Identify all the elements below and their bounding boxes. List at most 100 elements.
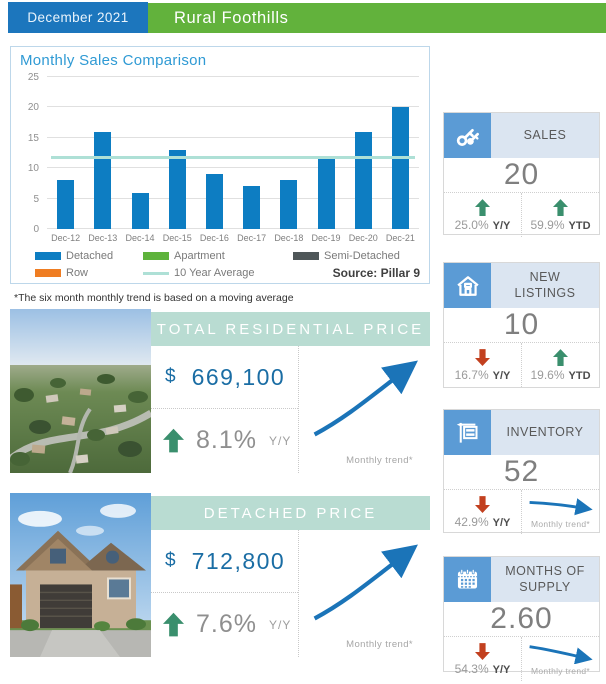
yoy-change-value: 8.1% [196, 426, 257, 454]
sales-card: SALES 20 25.0% Y/Y 59.9% YTD [443, 112, 600, 237]
y-tick-label: 10 [27, 163, 39, 175]
x-tick-label: Dec-13 [88, 233, 118, 243]
up-arrow-icon [163, 428, 184, 453]
legend-item-detached: Detached [35, 250, 143, 262]
card-header: SALES [444, 113, 599, 158]
detached-sales-bar [205, 174, 223, 229]
yoy-cell: 42.9% Y/Y [444, 490, 521, 534]
aerial-neighborhood-photo [10, 309, 151, 473]
trend-caption: Monthly trend* [346, 639, 413, 650]
new-listings-card: NEW LISTINGS 10 16.7% Y/Y 19.6% YTD [443, 262, 600, 388]
price-card-banner: TOTAL RESIDENTIAL PRICE [151, 312, 430, 346]
monthly-sales-chart-panel: Monthly Sales Comparison 0 5 10 15 20 25 Dec-… [10, 46, 430, 284]
card-header: INVENTORY [444, 410, 599, 455]
ytd-label: YTD [568, 369, 591, 382]
gridline [47, 136, 419, 138]
down-arrow-icon [475, 495, 490, 513]
x-tick-label: Dec-14 [125, 233, 155, 243]
detached-house-photo [10, 493, 151, 657]
x-tick-label: Dec-16 [199, 233, 229, 243]
card-title: NEW LISTINGS [491, 263, 599, 308]
detached-swatch [35, 252, 61, 260]
price-value: 712,800 [191, 547, 286, 574]
ytd-value: 19.6% [530, 367, 565, 382]
detached-sales-bar [391, 107, 409, 229]
chart-title: Monthly Sales Comparison [20, 52, 207, 69]
legend-label: Row [66, 267, 89, 279]
yoy-change-row: 7.6% Y/Y [151, 593, 298, 656]
card-header: NEW LISTINGS [444, 263, 599, 308]
ytd-cell: 19.6% YTD [521, 343, 599, 387]
report-period: December 2021 [8, 2, 148, 33]
yoy-cell: 54.3% Y/Y [444, 637, 521, 681]
card-title: INVENTORY [491, 410, 599, 455]
chart-x-axis: Dec-12 Dec-13 Dec-14 Dec-15 Dec-16 Dec-17 Dec-… [47, 233, 419, 243]
flat-declining-trend-arrow [529, 498, 593, 516]
trend-cell: Monthly trend* [521, 637, 599, 681]
gridline [47, 106, 419, 108]
keys-icon [444, 113, 491, 158]
yoy-label: Y/Y [492, 369, 511, 382]
detached-sales-bar [57, 180, 75, 229]
calendar-icon [444, 557, 491, 602]
card-title: SALES [491, 113, 599, 158]
chart-source: Source: Pillar 9 [332, 266, 420, 280]
y-tick-label: 0 [33, 224, 39, 235]
inventory-card: INVENTORY 52 42.9% Y/Y Monthly trend* [443, 409, 600, 534]
y-tick-label: 20 [27, 102, 39, 114]
x-tick-label: Dec-21 [385, 233, 415, 243]
card-footer: 25.0% Y/Y 59.9% YTD [444, 192, 599, 237]
community-title: Rural Foothills [174, 8, 289, 27]
legend-label: Apartment [174, 250, 225, 262]
up-arrow-icon [553, 348, 568, 366]
price-card-banner: DETACHED PRICE [151, 496, 430, 530]
y-tick-label: 5 [33, 193, 39, 205]
chart-plot [47, 76, 419, 229]
gridline [47, 76, 419, 77]
semi-detached-swatch [293, 252, 319, 260]
yoy-cell: 25.0% Y/Y [444, 193, 521, 237]
yoy-label: Y/Y [492, 663, 511, 676]
house-icon [444, 263, 491, 308]
legend-item-10-year-average: 10 Year Average [143, 267, 293, 279]
card-footer: 54.3% Y/Y Monthly trend* [444, 636, 599, 681]
gridline [47, 197, 419, 199]
rising-trend-arrow [313, 544, 418, 621]
gridline [47, 167, 419, 169]
gridline [47, 228, 419, 229]
for-sale-sign-icon [444, 410, 491, 455]
detached-sales-bar [243, 186, 261, 229]
legend-item-apartment: Apartment [143, 250, 293, 262]
x-tick-label: Dec-17 [237, 233, 267, 243]
ytd-value: 59.9% [530, 217, 565, 232]
x-tick-label: Dec-12 [51, 233, 81, 243]
trend-cell: Monthly trend* [521, 490, 599, 534]
ten-year-average-line [51, 156, 415, 160]
x-tick-label: Dec-19 [311, 233, 341, 243]
currency-symbol: $ [165, 366, 176, 387]
yoy-label: Y/Y [492, 516, 511, 529]
header-bar: Rural Foothills [148, 3, 606, 33]
yoy-label: Y/Y [268, 617, 292, 632]
legend-item-semi-detached: Semi-Detached [293, 250, 420, 262]
yoy-change-value: 7.6% [196, 610, 257, 638]
total-residential-price-card: TOTAL RESIDENTIAL PRICE $ 669,100 8.1% Y… [10, 309, 430, 477]
legend-label: Semi-Detached [324, 250, 400, 262]
declining-trend-arrow [528, 645, 593, 664]
down-arrow-icon [475, 642, 490, 660]
detached-sales-bar [168, 149, 186, 229]
detached-sales-bar [94, 131, 112, 229]
yoy-value: 16.7% [454, 367, 489, 382]
months-of-supply-value: 2.60 [490, 602, 553, 635]
row-swatch [35, 269, 61, 277]
yoy-change-row: 8.1% Y/Y [151, 409, 298, 472]
yoy-label: Y/Y [268, 433, 292, 448]
currency-symbol: $ [165, 550, 176, 571]
months-of-supply-card: MONTHS OF SUPPLY 2.60 54.3% Y/Y Monthly t… [443, 556, 600, 681]
card-title: MONTHS OF SUPPLY [491, 557, 599, 602]
yoy-value: 25.0% [454, 217, 489, 232]
y-tick-label: 15 [27, 132, 39, 144]
detached-sales-bar [354, 131, 372, 229]
ytd-label: YTD [568, 219, 591, 232]
chart-legend: Detached Apartment Semi-Detached Row 10 … [35, 250, 420, 280]
